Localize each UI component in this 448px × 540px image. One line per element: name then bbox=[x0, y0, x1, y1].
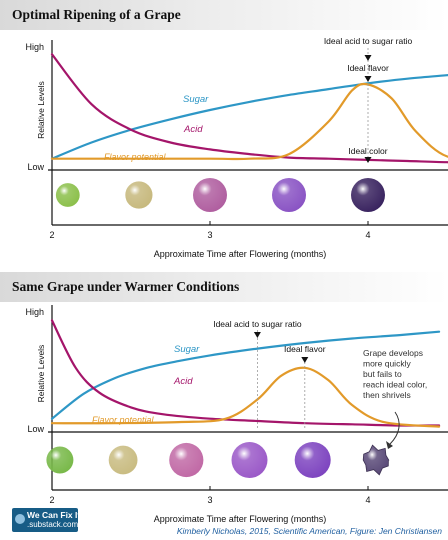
acid-line bbox=[50, 319, 441, 427]
x-axis-label: Approximate Time after Flowering (months… bbox=[154, 514, 327, 524]
arrow-color bbox=[364, 157, 372, 163]
y-tick-high: High bbox=[25, 42, 44, 52]
annotation-ratio: Ideal acid to sugar ratio bbox=[213, 319, 302, 329]
panel-title: Optimal Ripening of a Grape bbox=[12, 7, 181, 22]
grape bbox=[193, 178, 227, 212]
grape bbox=[46, 446, 74, 474]
acid-label: Acid bbox=[173, 376, 193, 387]
shrivel-arrow-line bbox=[389, 411, 400, 445]
x-tick-label-4: 4 bbox=[365, 230, 370, 240]
annotation-color: Ideal color bbox=[348, 146, 387, 156]
grape bbox=[294, 442, 331, 478]
x-axis-label: Approximate Time after Flowering (months… bbox=[154, 249, 327, 259]
annotation-ratio: Ideal acid to sugar ratio bbox=[324, 36, 413, 46]
logo[interactable]: We Can Fix It .substack.com bbox=[12, 508, 81, 532]
x-tick-label-2: 2 bbox=[49, 230, 54, 240]
panel-header: Same Grape under Warmer Conditions bbox=[0, 272, 448, 302]
panel-header: Optimal Ripening of a Grape bbox=[0, 0, 448, 30]
credit-text: Kimberly Nicholas, 2015, Scientific Amer… bbox=[176, 526, 442, 536]
x-tick-label-2: 2 bbox=[49, 495, 54, 505]
warmer-chart: High Low Relative Levels 2 3 4 Approximate Tim… bbox=[25, 305, 448, 524]
annotation-shrivel-line: then shrivels bbox=[363, 390, 411, 400]
logo-icon bbox=[15, 514, 25, 524]
annotation-shrivel-line: but fails to bbox=[363, 369, 402, 379]
annotation-shrivel: Grape develops more quickly but fails to re… bbox=[363, 348, 427, 400]
annotation-shrivel-line: reach ideal color, bbox=[363, 380, 427, 390]
annotation-flavor: Ideal flavor bbox=[284, 344, 326, 354]
grape bbox=[125, 181, 153, 209]
annotation-shrivel-line: Grape develops bbox=[363, 348, 423, 358]
arrow-ratio bbox=[253, 332, 261, 338]
flavor-line bbox=[50, 366, 441, 428]
ripening-chart: High Low Relative Levels 2 3 4 Approximate Tim… bbox=[25, 36, 448, 259]
panel-warmer-conditions: Same Grape under Warmer Conditions High L… bbox=[0, 272, 448, 540]
sugar-line bbox=[50, 330, 441, 420]
arrow-flavor bbox=[364, 76, 372, 82]
arrow-ratio bbox=[364, 55, 372, 61]
sugar-label: Sugar bbox=[174, 344, 200, 355]
logo-line1: We Can Fix It bbox=[27, 510, 81, 520]
grape-shriveled bbox=[362, 444, 390, 476]
annotation-shrivel-line: more quickly bbox=[363, 359, 411, 369]
shrivel-arrowhead bbox=[386, 441, 393, 449]
y-axis-label: Relative Levels bbox=[36, 345, 46, 403]
x-tick-label-3: 3 bbox=[207, 230, 212, 240]
acid-label: Acid bbox=[183, 124, 203, 135]
y-tick-low: Low bbox=[27, 424, 44, 434]
grape bbox=[55, 183, 80, 207]
acid-line bbox=[50, 53, 448, 164]
flavor-label: Flavor potential bbox=[104, 152, 167, 162]
grape bbox=[231, 442, 268, 478]
grape bbox=[272, 178, 306, 212]
grape bbox=[108, 445, 138, 475]
y-tick-low: Low bbox=[27, 162, 44, 172]
arrow-flavor bbox=[301, 357, 309, 363]
x-tick-label-3: 3 bbox=[207, 495, 212, 505]
flavor-line bbox=[50, 82, 448, 161]
flavor-label: Flavor potential bbox=[92, 415, 155, 425]
grape bbox=[169, 442, 204, 478]
panel-title: Same Grape under Warmer Conditions bbox=[12, 279, 240, 294]
annotation-flavor: Ideal flavor bbox=[347, 63, 389, 73]
y-axis-label: Relative Levels bbox=[36, 81, 46, 139]
grape bbox=[351, 178, 385, 212]
sugar-label: Sugar bbox=[183, 94, 209, 105]
logo-line2: .substack.com bbox=[27, 520, 79, 529]
x-tick-label-4: 4 bbox=[365, 495, 370, 505]
panel-optimal-ripening: Optimal Ripening of a Grape High Low Relat… bbox=[0, 0, 448, 268]
sugar-line bbox=[50, 74, 448, 160]
y-tick-high: High bbox=[25, 307, 44, 317]
